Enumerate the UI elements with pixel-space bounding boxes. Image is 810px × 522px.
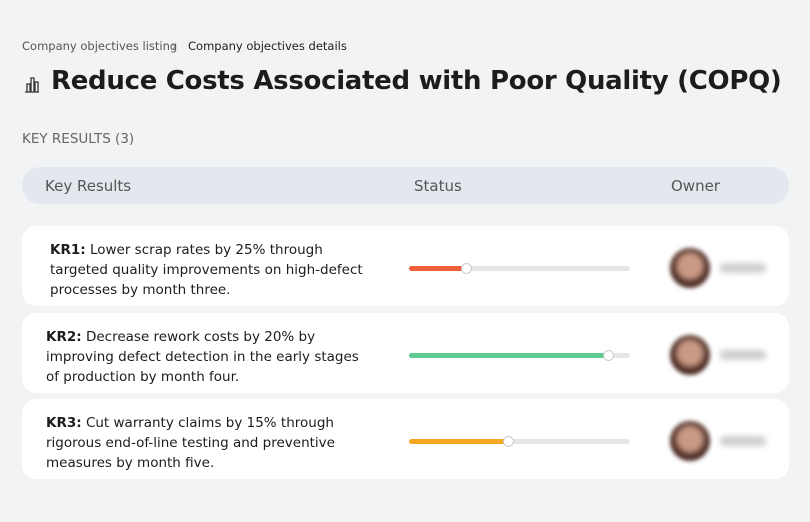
kr-label: KR1: (50, 242, 86, 258)
section-label: KEY RESULTS (3) (22, 131, 135, 147)
breadcrumb-link[interactable]: Company objectives listing (22, 39, 178, 53)
progress-fill (409, 353, 608, 358)
key-result-row (22, 313, 789, 393)
owner-avatar (670, 248, 710, 288)
key-result-row (22, 399, 789, 479)
progress-knob (503, 436, 515, 447)
owner-avatar (670, 421, 710, 461)
progress-knob (461, 263, 473, 274)
page-title: Reduce Costs Associated with Poor Qualit… (51, 66, 782, 96)
owner-name (720, 350, 766, 360)
kr-label: KR3: (46, 415, 82, 431)
key-result-text: KR3: Cut warranty claims by 15% through … (46, 413, 376, 473)
kr-label: KR2: (46, 329, 82, 345)
column-header: Key Results (45, 177, 132, 195)
progress-track (409, 436, 630, 447)
owner-name (720, 263, 766, 273)
table-header (22, 167, 789, 204)
kr-description: Lower scrap rates by 25% through targete… (50, 242, 363, 298)
column-header: Owner (671, 177, 720, 195)
progress-track (409, 263, 630, 274)
owner-avatar (670, 335, 710, 375)
progress-track (409, 350, 630, 361)
owner-name (720, 436, 766, 446)
column-header: Status (414, 177, 462, 195)
kr-description: Cut warranty claims by 15% through rigor… (46, 415, 335, 471)
kr-description: Decrease rework costs by 20% by improvin… (46, 329, 359, 385)
progress-fill (409, 266, 467, 271)
key-result-text: KR2: Decrease rework costs by 20% by imp… (46, 327, 376, 387)
breadcrumb-separator: › (172, 39, 177, 53)
key-result-text: KR1: Lower scrap rates by 25% through ta… (50, 240, 380, 300)
progress-knob (602, 350, 614, 361)
key-result-row (22, 226, 789, 306)
title-icon (25, 77, 39, 93)
progress-fill (409, 439, 509, 444)
breadcrumb-current: Company objectives details (188, 39, 347, 53)
